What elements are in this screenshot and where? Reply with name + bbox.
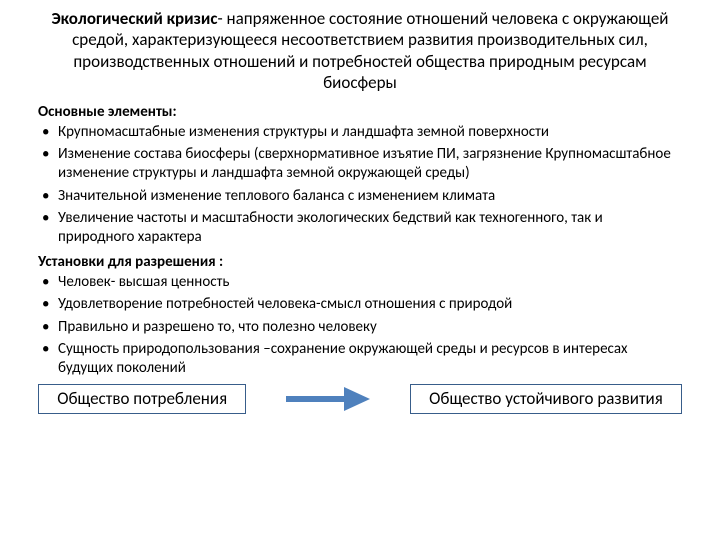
section-principles-label: Установки для разрешения : xyxy=(38,253,682,271)
list-item: Удовлетворение потребностей человека-смы… xyxy=(38,295,682,314)
principles-list: Человек- высшая ценность Удовлетворение … xyxy=(38,273,682,378)
list-item: Крупномасштабные изменения структуры и л… xyxy=(38,123,682,142)
list-item: Значительной изменение теплового баланса… xyxy=(38,187,682,206)
box-right: Общество устойчивого развития xyxy=(410,384,682,414)
list-item: Изменение состава биосферы (сверхнормати… xyxy=(38,145,682,183)
box-left: Общество потребления xyxy=(38,384,246,414)
list-item: Сущность природопользования –сохранение … xyxy=(38,340,682,378)
title-bold: Экологический кризис xyxy=(52,8,218,29)
elements-list: Крупномасштабные изменения структуры и л… xyxy=(38,123,682,247)
list-item: Человек- высшая ценность xyxy=(38,273,682,292)
arrow-right-icon xyxy=(284,385,372,413)
section-elements-label: Основные элементы: xyxy=(38,103,682,121)
diagram: Общество потребления Общество устойчивог… xyxy=(38,384,682,414)
slide-title: Экологический кризис- напряженное состоя… xyxy=(38,8,682,93)
list-item: Увеличение частоты и масштабности эколог… xyxy=(38,209,682,247)
list-item: Правильно и разрешено то, что полезно че… xyxy=(38,318,682,337)
